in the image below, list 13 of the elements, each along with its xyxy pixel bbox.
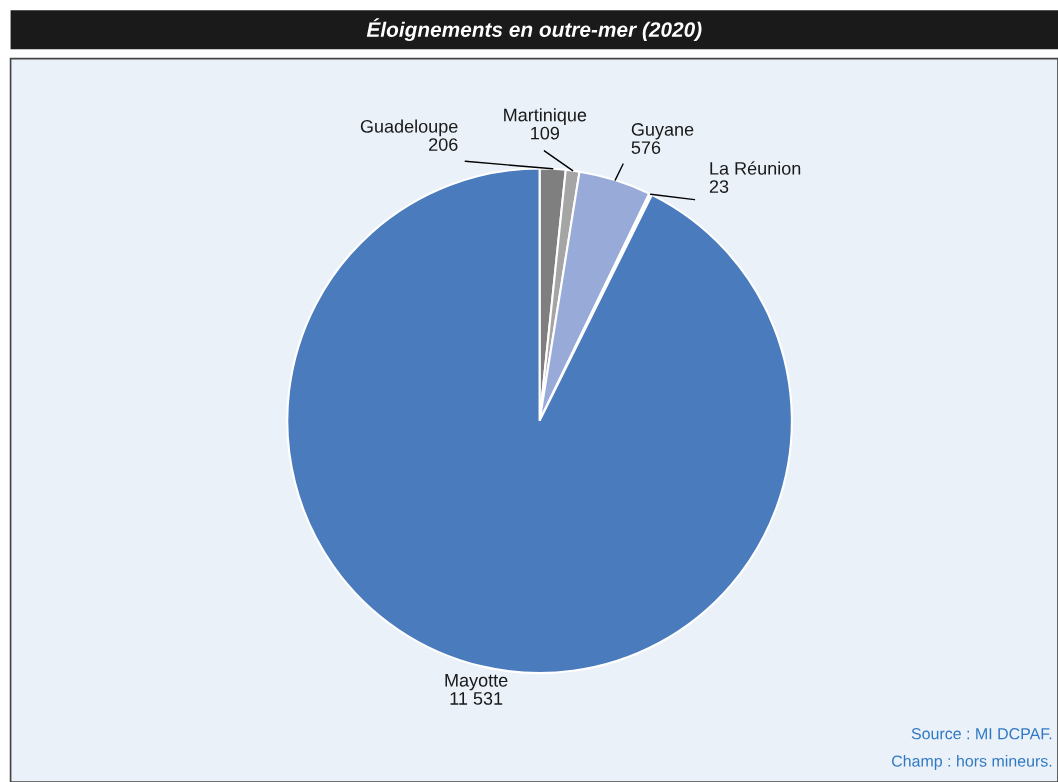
slice-label: Guadeloupe — [360, 119, 458, 137]
slice-label: Martinique — [504, 108, 587, 125]
data-label: 576 — [631, 141, 661, 154]
slice-label: Mayotte — [445, 674, 508, 691]
slice-label: La Réunion — [710, 161, 801, 175]
data-label: 11 531 — [450, 692, 503, 705]
data-label: 206 — [429, 138, 458, 151]
data-label: 23 — [709, 180, 729, 193]
data-label: 109 — [531, 126, 560, 140]
slice-label: Guyane — [631, 123, 694, 140]
text: Champ : hors mineurs. — [891, 755, 1052, 770]
source-note: Source : MI DCPAF. — [911, 728, 1052, 740]
chart-title: Éloignements en outre-mer (2020) — [366, 18, 702, 42]
